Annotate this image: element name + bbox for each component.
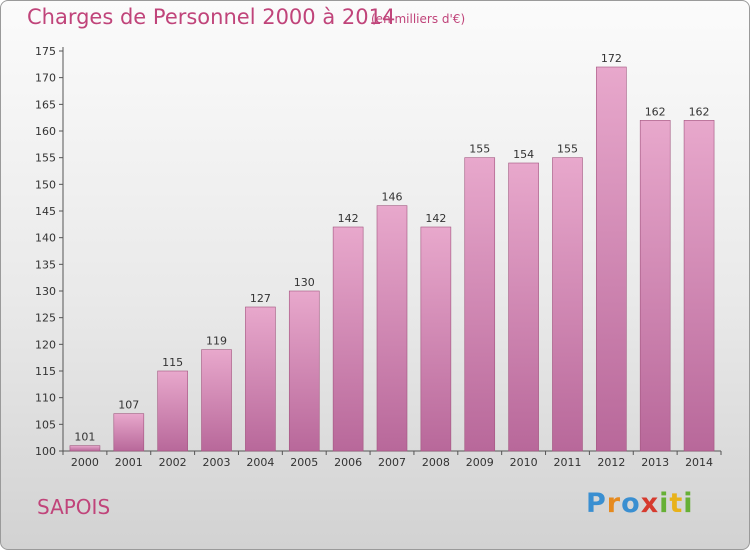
x-tick-label: 2012 — [597, 456, 625, 469]
x-tick-label: 2014 — [685, 456, 713, 469]
data-label: 107 — [118, 399, 139, 412]
bar — [332, 226, 364, 452]
data-label: 154 — [513, 148, 534, 161]
x-tick-label: 2004 — [246, 456, 274, 469]
x-tick-label: 2011 — [553, 456, 581, 469]
y-tick-label: 130 — [35, 285, 56, 298]
data-label: 127 — [250, 292, 271, 305]
proxiti-logo: Proxiti — [586, 488, 694, 519]
y-tick-label: 175 — [35, 45, 56, 58]
data-label: 172 — [601, 52, 622, 65]
y-tick-label: 105 — [35, 418, 56, 431]
y-tick-label: 150 — [35, 178, 56, 191]
bar — [157, 370, 188, 452]
y-tick-label: 120 — [35, 338, 56, 351]
bar — [596, 66, 627, 452]
y-tick-label: 140 — [35, 232, 56, 245]
data-label: 130 — [294, 276, 315, 289]
y-tick-label: 145 — [35, 205, 56, 218]
bar — [420, 226, 452, 452]
x-tick-label: 2009 — [466, 456, 494, 469]
data-label: 119 — [206, 335, 227, 348]
x-tick-label: 2010 — [510, 456, 538, 469]
bar — [69, 445, 101, 452]
x-tick-label: 2003 — [203, 456, 231, 469]
data-label: 142 — [425, 212, 446, 225]
bar — [201, 349, 232, 452]
bar — [508, 162, 539, 452]
y-tick-label: 125 — [35, 312, 56, 325]
y-tick-label: 170 — [35, 72, 56, 85]
chart-title: Charges de Personnel 2000 à 2014 — [27, 5, 396, 29]
bar — [288, 290, 320, 452]
y-tick-label: 100 — [35, 445, 56, 458]
bar — [683, 120, 715, 452]
chart-unit: (en milliers d'€) — [371, 12, 466, 26]
y-tick-label: 135 — [35, 258, 56, 271]
bar — [639, 120, 671, 452]
commune-name: SAPOIS — [37, 495, 111, 519]
y-tick-label: 160 — [35, 125, 56, 138]
x-tick-label: 2008 — [422, 456, 450, 469]
x-tick-label: 2013 — [641, 456, 669, 469]
x-tick-label: 2005 — [290, 456, 318, 469]
data-label: 101 — [74, 431, 95, 444]
x-tick-label: 2001 — [115, 456, 143, 469]
x-tick-label: 2000 — [71, 456, 99, 469]
data-label: 142 — [338, 212, 359, 225]
data-label: 162 — [645, 105, 666, 118]
bar — [245, 306, 276, 452]
data-label: 155 — [557, 143, 578, 156]
x-tick-label: 2006 — [334, 456, 362, 469]
x-tick-label: 2002 — [159, 456, 187, 469]
bar — [376, 205, 408, 452]
bar — [113, 413, 145, 452]
data-label: 115 — [162, 356, 183, 369]
y-tick-label: 165 — [35, 98, 56, 111]
y-tick-label: 115 — [35, 365, 56, 378]
data-label: 146 — [382, 191, 403, 204]
bar — [552, 157, 583, 452]
y-tick-label: 110 — [35, 392, 56, 405]
bar — [464, 157, 496, 452]
data-label: 162 — [689, 105, 710, 118]
data-label: 155 — [469, 143, 490, 156]
x-tick-label: 2007 — [378, 456, 406, 469]
y-tick-label: 155 — [35, 152, 56, 165]
